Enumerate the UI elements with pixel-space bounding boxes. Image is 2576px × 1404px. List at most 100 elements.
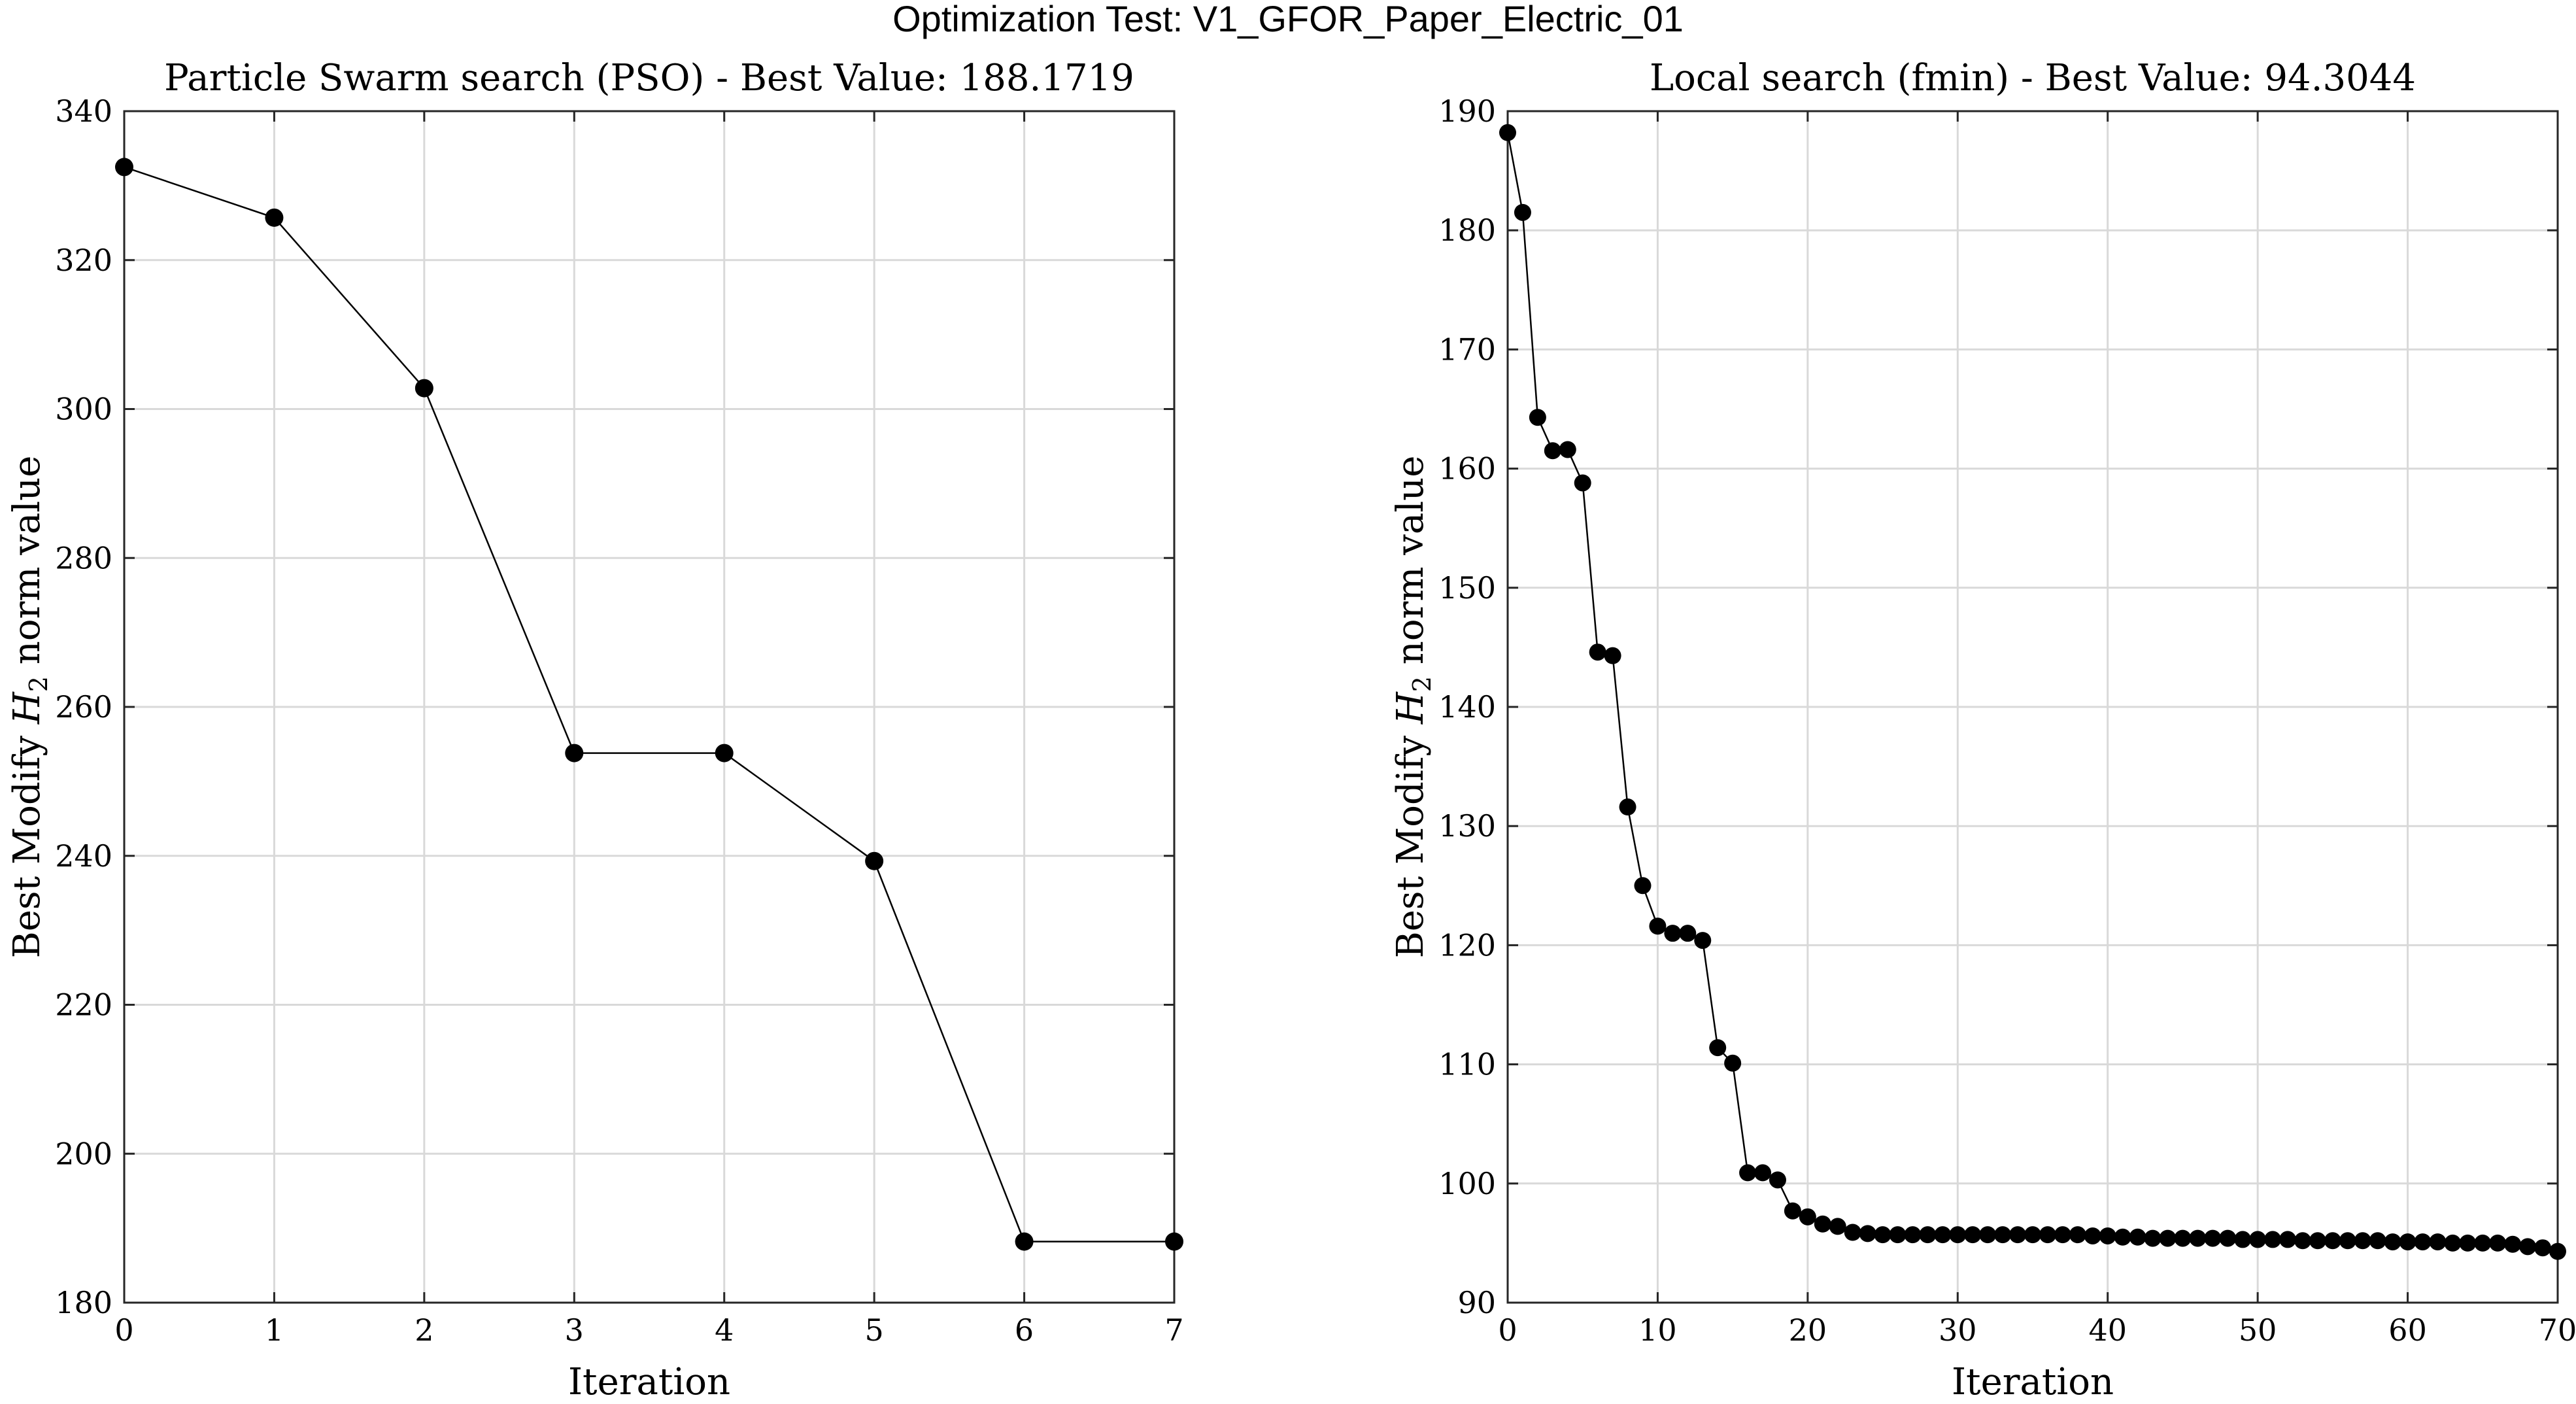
fmin-y-tick-label: 130 [1438,808,1496,844]
fmin-x-tick-label: 30 [1939,1312,1977,1348]
fmin-data-point [2459,1234,2477,1252]
fmin-data-point [1754,1164,1772,1182]
fmin-y-tick-label: 120 [1438,927,1496,963]
fmin-y-tick-label: 170 [1438,332,1496,367]
fmin-data-point [1769,1171,1786,1189]
fmin-x-tick-label: 60 [2388,1312,2427,1348]
pso-y-axis-label: Best Modify H2 norm value [6,456,53,959]
pso-x-tick-label: 1 [265,1312,284,1348]
fmin-data-point [1604,647,1621,664]
pso-y-tick-label: 220 [55,987,112,1023]
fmin-data-point [1694,932,1712,950]
fmin-data-point [2519,1238,2537,1256]
fmin-data-point [2219,1229,2237,1247]
fmin-y-tick-label: 180 [1438,213,1496,248]
fmin-x-tick-label: 10 [1638,1312,1677,1348]
fmin-data-point [2234,1231,2252,1248]
fmin-x-tick-label: 20 [1789,1312,1827,1348]
fmin-data-point [2024,1226,2041,1244]
pso-y-axis-label-main: Best Modify [6,724,48,958]
pso-x-tick-label: 4 [715,1312,734,1348]
fmin-data-point [2204,1229,2222,1247]
fmin-data-point [1739,1164,1757,1182]
fmin-data-point [2129,1228,2146,1246]
fmin-data-point [1904,1226,1922,1244]
fmin-data-point [1874,1226,1891,1244]
pso-y-tick-label: 340 [55,94,112,129]
pso-x-tick-label: 7 [1164,1312,1183,1348]
pso-data-point [265,208,284,227]
pso-x-axis-label: Iteration [568,1361,730,1403]
fmin-series-line [1506,132,2558,1252]
pso-x-tick-label: 0 [114,1312,133,1348]
pso-data-point [1165,1232,1183,1251]
fmin-data-point [1949,1226,1967,1244]
fmin-data-point [2429,1233,2447,1251]
fmin-data-point [1844,1224,1861,1241]
fmin-data-point [1724,1054,1742,1072]
fmin-y-tick-label: 110 [1438,1047,1496,1082]
fmin-data-point [1649,917,1667,935]
fmin-x-tick-label: 70 [2539,1312,2576,1348]
fmin-data-point [2054,1226,2071,1244]
fmin-data-point [1784,1202,1801,1220]
pso-x-tick-label: 3 [565,1312,584,1348]
pso-y-axis-label-var: H [6,691,48,725]
pso-y-tick-label: 200 [55,1136,112,1171]
fmin-data-point [2444,1234,2462,1252]
fmin-data-point [2039,1226,2056,1244]
pso-y-tick-label: 320 [55,243,112,278]
fmin-data-point [2489,1234,2507,1252]
fmin-data-point [1514,203,1531,221]
pso-chart: 0 1 2 3 4 5 6 7 180 200 220 240 260 280 300 320 340 Parti… [6,57,1184,1403]
fmin-y-axis-label-var: H [1389,691,1432,725]
pso-data-point [715,744,734,762]
fmin-data-point [2009,1226,2027,1244]
fmin-data-point [1709,1039,1727,1057]
fmin-data-point [2189,1229,2207,1247]
fmin-data-point [2384,1233,2401,1251]
fmin-y-tick-label: 90 [1457,1285,1496,1320]
fmin-data-point [2324,1232,2341,1250]
fmin-data-point [2339,1232,2356,1250]
fmin-data-point [1934,1226,1952,1244]
fmin-data-point [1994,1226,2012,1244]
fmin-data-point [2249,1231,2267,1248]
fmin-y-axis-label-main: Best Modify [1389,724,1432,958]
fmin-data-point [1499,124,1516,141]
fmin-x-axis-label: Iteration [1952,1361,2114,1403]
fmin-y-axis-label: Best Modify H2 norm value [1389,456,1436,959]
fmin-data-point [2354,1232,2371,1250]
pso-chart-title: Particle Swarm search (PSO) - Best Value… [164,57,1134,99]
fmin-data-point [2294,1232,2311,1250]
pso-data-point [865,851,884,870]
pso-y-tick-label: 240 [55,838,112,874]
fmin-y-tick-label: 150 [1438,570,1496,606]
fmin-data-point [2264,1231,2282,1248]
pso-data-point [115,158,133,177]
fmin-chart: 0 10 20 30 40 50 60 70 90 100 110 120 130 140 150 160 17… [1389,57,2576,1403]
fmin-data-point [2144,1229,2161,1247]
fmin-data-point [1589,643,1606,661]
fmin-data-point [1664,925,1682,942]
fmin-data-point [2114,1228,2131,1246]
pso-x-tick-label: 6 [1015,1312,1034,1348]
fmin-data-point [2279,1231,2297,1248]
pso-x-tick-label: 5 [865,1312,884,1348]
pso-y-axis-label-sub: 2 [24,676,53,692]
fmin-y-tick-label: 160 [1438,451,1496,487]
fmin-data-point [1829,1218,1846,1235]
fmin-data-point [2369,1232,2386,1250]
fmin-data-point [2159,1229,2177,1247]
fmin-data-point [1799,1208,1816,1225]
fmin-data-point [2309,1232,2326,1250]
pso-x-tick-label: 2 [415,1312,433,1348]
fmin-data-point [1859,1225,1876,1242]
pso-y-tick-label: 180 [55,1285,112,1320]
fmin-data-point [1919,1226,1937,1244]
pso-data-point [415,379,433,398]
fmin-chart-title: Local search (fmin) - Best Value: 94.304… [1650,57,2416,99]
fmin-data-point [1889,1226,1907,1244]
fmin-data-point [2474,1234,2492,1252]
